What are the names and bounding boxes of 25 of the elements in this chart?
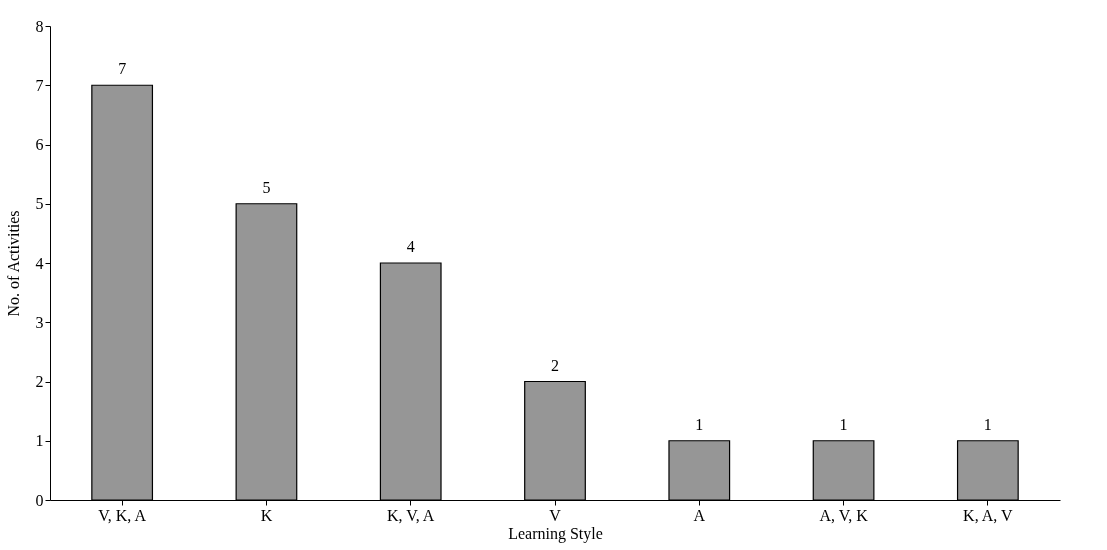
x-tick-label: K, A, V	[963, 506, 1014, 524]
y-axis-title: No. of Activities	[4, 210, 22, 317]
y-tick-label: 6	[35, 136, 44, 153]
y-tick-label: 3	[35, 313, 44, 331]
y-tick-label: 5	[35, 195, 44, 213]
x-tick-label: V	[549, 506, 562, 524]
data-label: 1	[983, 415, 992, 433]
x-tick-label: K, V, A	[387, 506, 435, 524]
data-label: 2	[551, 356, 559, 374]
data-label: 7	[118, 60, 127, 78]
y-tick-label: 0	[35, 491, 44, 509]
data-label: 4	[406, 238, 415, 255]
x-tick-label: V, K, A	[98, 506, 147, 524]
y-tick-label: 2	[35, 373, 44, 390]
y-tick-label: 4	[35, 254, 44, 272]
x-tick-label: K	[260, 506, 273, 524]
x-tick-label: A, V, K	[819, 506, 869, 524]
x-tick-label: A	[693, 506, 706, 524]
data-label: 1	[839, 415, 848, 433]
y-tick-label: 8	[35, 17, 44, 35]
y-tick-label: 7	[35, 76, 44, 94]
data-label: 1	[695, 415, 704, 433]
y-tick-label: 1	[35, 432, 44, 450]
data-label: 5	[262, 178, 271, 196]
x-axis-title: Learning Style	[508, 524, 603, 543]
